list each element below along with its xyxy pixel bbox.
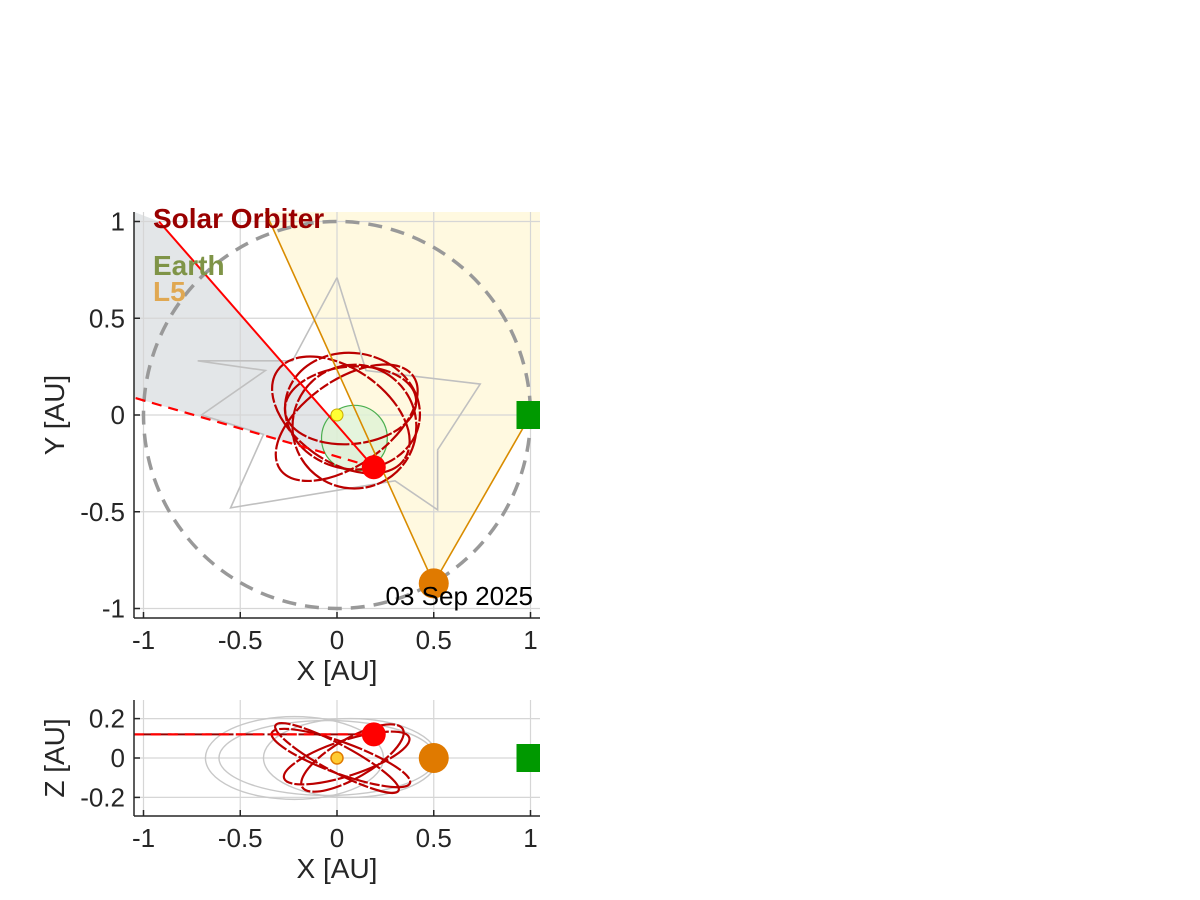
top-y-tick-label-0: -1 xyxy=(102,594,125,624)
solar-orbiter-marker xyxy=(361,455,386,480)
solar-orbiter-sightline xyxy=(158,220,375,468)
bottom-z-tick-label-0: -0.2 xyxy=(80,782,125,812)
legend-l5: L5 xyxy=(153,276,186,307)
bottom-z-tick-label-1: 0 xyxy=(111,743,125,773)
solar-orbiter-orbit-loop-2 xyxy=(270,355,411,475)
top-x-tick-label-2: 0 xyxy=(330,625,344,655)
top-y-tick-label-2: 0 xyxy=(111,400,125,430)
top-y-tick-label-1: -0.5 xyxy=(80,497,125,527)
bottom-sun-marker xyxy=(330,751,344,765)
l5-sightline-2 xyxy=(433,414,532,584)
bottom-x-tick-label-4: 1 xyxy=(523,823,537,853)
bottom-x-tick-label-2: 0 xyxy=(330,823,344,853)
side-view-axes: -1 -0.5 0 0.5 1 -0.2 0 0.2 X [AU] Z [AU] xyxy=(39,700,540,884)
top-y-axis-label: Y [AU] xyxy=(39,375,70,455)
top-plot-area xyxy=(134,212,540,618)
top-x-tick-label-4: 1 xyxy=(523,625,537,655)
bottom-plot-area xyxy=(134,700,540,816)
top-x-axis-label: X [AU] xyxy=(297,655,378,686)
bottom-z-tick-label-2: 0.2 xyxy=(89,704,125,734)
top-view-axes: -1 -0.5 0 0.5 1 -1 -0.5 0 0.5 1 X [AU] Y [AU] Sol… xyxy=(39,203,540,686)
bottom-y-axis-label: Z [AU] xyxy=(39,718,70,797)
top-x-tick-label-1: -0.5 xyxy=(218,625,263,655)
bottom-planet-orbit-0 xyxy=(204,715,385,801)
bottom-l5-marker xyxy=(418,743,449,773)
legend-earth: Earth xyxy=(153,250,225,281)
planet-orbit-track xyxy=(197,277,482,512)
bottom-earth-marker xyxy=(516,744,540,772)
bottom-solar-orbiter-loop-2 xyxy=(300,723,405,793)
solar-orbiter-fov-wedge xyxy=(134,212,374,468)
top-x-tick-label-0: -1 xyxy=(132,625,155,655)
bottom-x-tick-label-1: -0.5 xyxy=(218,823,263,853)
l5-sightline-1 xyxy=(264,212,435,584)
bottom-x-tick-label-0: -1 xyxy=(132,823,155,853)
l5-fov-wedge xyxy=(265,212,540,584)
top-y-tick-label-3: 0.5 xyxy=(89,303,125,333)
top-x-tick-label-3: 0.5 xyxy=(416,625,452,655)
l5-marker xyxy=(418,568,449,599)
top-y-tick-label-4: 1 xyxy=(111,207,125,237)
bottom-solar-orbiter-loop-3 xyxy=(274,722,400,794)
earth-marker xyxy=(516,401,540,429)
bottom-solar-orbiter-marker xyxy=(361,722,386,747)
sun-marker xyxy=(330,408,344,422)
date-label: 03 Sep 2025 xyxy=(386,581,533,611)
legend-solar-orbiter: Solar Orbiter xyxy=(153,203,324,234)
solar-orbiter-sun-line xyxy=(134,396,375,469)
bottom-x-tick-label-3: 0.5 xyxy=(416,823,452,853)
bottom-x-axis-label: X [AU] xyxy=(297,853,378,884)
